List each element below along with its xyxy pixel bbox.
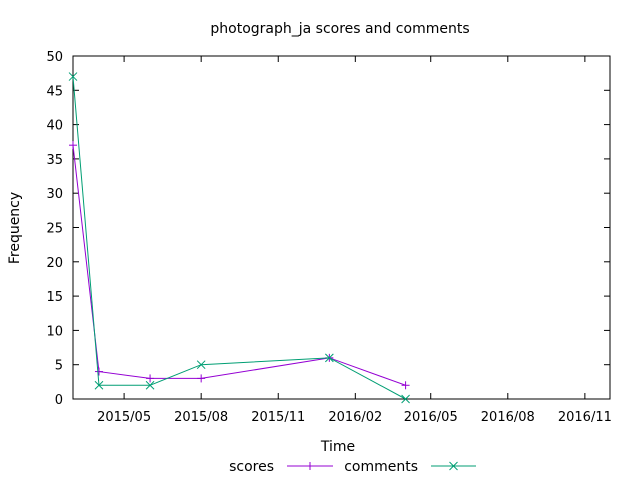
series-line-comments (72, 76, 406, 400)
x-tick-label: 2016/05 (404, 410, 458, 425)
x-tick-label: 2015/08 (174, 410, 228, 425)
data-point-scores (94, 367, 103, 376)
legend-label-scores: scores (229, 459, 274, 475)
y-tick-label: 50 (46, 50, 63, 65)
data-point-comments (196, 360, 206, 370)
chart-title: photograph_ja scores and comments (210, 21, 469, 37)
y-tick-label: 20 (46, 256, 63, 271)
y-tick-label: 5 (55, 359, 63, 374)
x-tick-label: 2016/11 (558, 410, 612, 425)
x-axis: 2015/05 2015/08 2015/11 2016/02 2016/05 2016/… (97, 56, 612, 425)
plot-frame (72, 55, 611, 400)
x-tick-label: 2016/08 (481, 410, 535, 425)
y-tick-label: 35 (46, 153, 63, 168)
data-point-comments (145, 380, 155, 390)
x-axis-label: Time (320, 439, 355, 455)
data-point-comments (68, 72, 78, 81)
y-tick-label: 0 (55, 393, 63, 408)
y-tick-label: 40 (46, 119, 63, 134)
y-tick-label: 25 (46, 222, 63, 237)
series-layer (68, 72, 410, 404)
y-axis: 0 5 10 15 20 25 30 35 40 45 50 (46, 50, 610, 408)
data-point-comments (324, 353, 334, 363)
data-point-scores (69, 141, 77, 150)
legend: scores comments (229, 459, 476, 475)
legend-label-comments: comments (344, 459, 418, 475)
data-point-scores (401, 381, 410, 390)
legend-marker-scores (306, 462, 314, 470)
x-tick-label: 2015/05 (97, 410, 151, 425)
y-axis-label: Frequency (7, 192, 23, 264)
y-tick-label: 10 (46, 324, 63, 339)
y-tick-label: 30 (46, 187, 63, 202)
y-tick-label: 45 (46, 84, 63, 99)
data-point-comments (94, 380, 104, 390)
x-tick-label: 2016/02 (328, 410, 382, 425)
y-tick-label: 15 (46, 290, 63, 305)
series-line-scores (72, 145, 406, 386)
data-point-comments (401, 394, 410, 404)
data-point-scores (146, 374, 155, 383)
x-tick-label: 2015/11 (251, 410, 305, 425)
legend-marker-comments (449, 461, 458, 471)
data-point-scores (197, 374, 206, 383)
